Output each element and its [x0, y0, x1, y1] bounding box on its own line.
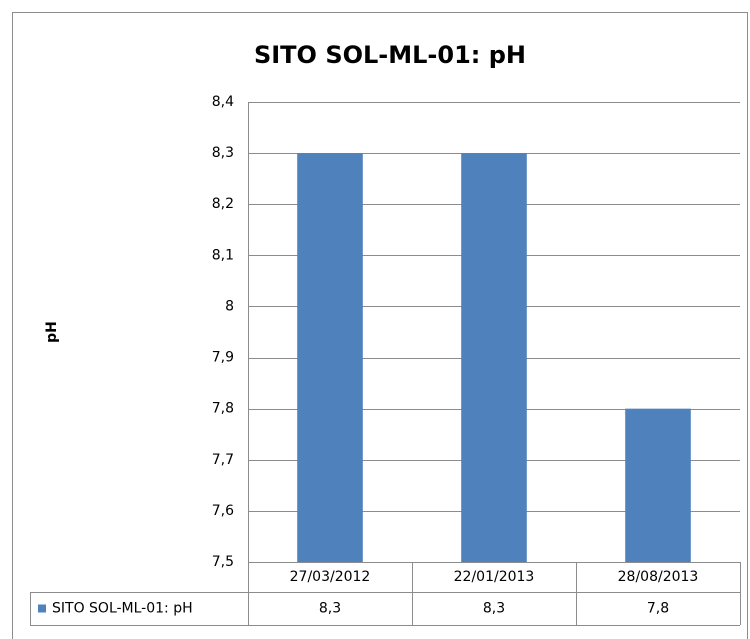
y-tick-label: 7,8	[212, 401, 234, 417]
bar	[625, 408, 691, 562]
x-tick-label: 28/08/2013	[618, 569, 699, 585]
y-axis-title: pH	[44, 321, 60, 343]
y-tick-label: 8,1	[212, 247, 234, 263]
chart-title: SITO SOL-ML-01: pH	[254, 41, 526, 69]
x-tick-label: 27/03/2012	[290, 569, 371, 585]
y-tick-label: 8,4	[212, 94, 234, 110]
bar	[297, 153, 363, 562]
y-tick-label: 8	[225, 298, 234, 314]
data-table-value: 8,3	[319, 601, 341, 617]
x-tick-label: 22/01/2013	[454, 569, 535, 585]
data-table-value: 8,3	[483, 601, 505, 617]
legend-key	[38, 604, 46, 613]
bar	[461, 153, 527, 562]
y-tick-label: 7,9	[212, 350, 234, 366]
y-tick-label: 8,3	[212, 145, 234, 161]
y-tick-label: 7,7	[212, 452, 234, 468]
y-tick-label: 7,6	[212, 503, 234, 519]
y-tick-label: 7,5	[212, 554, 234, 570]
legend-label: SITO SOL-ML-01: pH	[52, 601, 193, 617]
y-tick-label: 8,2	[212, 196, 234, 212]
data-table-value: 7,8	[647, 601, 669, 617]
chart-border	[12, 12, 748, 639]
